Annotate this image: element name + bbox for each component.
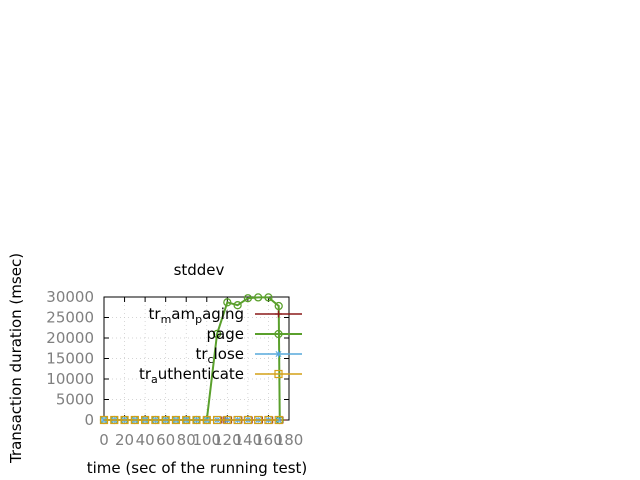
legend-entry-page: page	[207, 325, 302, 343]
legend-entry-tr-close: trclose	[195, 345, 302, 366]
x-tick-label: 20	[115, 431, 134, 449]
data-point	[141, 415, 150, 425]
data-point	[243, 415, 252, 425]
data-point	[275, 416, 283, 424]
x-tick-label: 60	[156, 431, 175, 449]
data-point	[274, 329, 283, 339]
y-tick-label: 20000	[46, 329, 94, 347]
legend-label-part: m	[161, 313, 172, 326]
data-point	[243, 294, 253, 303]
y-tick-label: 0	[84, 411, 94, 429]
legend-label-part: aging	[202, 305, 244, 323]
data-point	[212, 415, 222, 425]
data-point	[151, 415, 160, 425]
y-tick-label: 30000	[46, 288, 94, 306]
x-tick-label: 40	[136, 431, 155, 449]
legend-label: trclose	[195, 345, 244, 366]
legend-entry-tr-mam-paging: trmampaging	[149, 305, 302, 326]
legend-label-part: a	[151, 373, 158, 386]
legend-label-part: uthenticate	[158, 365, 244, 383]
data-point	[233, 301, 242, 310]
data-point	[254, 415, 263, 425]
y-tick-label: 25000	[46, 309, 94, 327]
data-point	[171, 415, 181, 425]
data-point	[275, 350, 282, 358]
legend-label: page	[207, 325, 244, 343]
data-point	[212, 329, 222, 339]
x-tick-label: 100	[192, 431, 221, 449]
x-tick-label: 0	[99, 431, 109, 449]
data-point	[274, 369, 283, 379]
x-axis-label: time (sec of the running test)	[87, 459, 308, 477]
legend-label-part: c	[208, 353, 214, 366]
data-point	[99, 415, 109, 425]
legend-label-part: am	[171, 305, 195, 323]
data-point	[223, 298, 232, 307]
data-point	[161, 415, 170, 425]
y-tick-label: 10000	[46, 370, 94, 388]
data-point	[275, 310, 282, 318]
y-tick-label: 15000	[46, 350, 94, 368]
legend-label-part: tr	[195, 345, 208, 363]
legend-label: trmampaging	[149, 305, 245, 326]
legend-label: trauthenticate	[139, 365, 244, 386]
chart-title: stddev	[174, 261, 225, 279]
data-point	[110, 415, 119, 425]
y-axis-label: Transaction duration (msec)	[7, 253, 25, 464]
data-point	[192, 415, 201, 425]
data-point	[120, 415, 129, 425]
data-point	[223, 415, 232, 425]
legend-label-part: p	[195, 313, 202, 326]
data-point	[202, 415, 211, 425]
data-point	[233, 415, 242, 425]
data-point	[130, 415, 139, 425]
x-tick-label: 180	[275, 431, 304, 449]
series-lines	[99, 293, 287, 425]
data-point	[274, 301, 283, 311]
data-point	[182, 415, 191, 425]
x-tick-label: 160	[254, 431, 283, 449]
x-tick-label: 80	[177, 431, 196, 449]
legend-label-part: page	[207, 325, 244, 343]
data-point	[254, 293, 263, 302]
data-point	[264, 293, 273, 302]
legend-label-part: lose	[214, 345, 244, 363]
legend-entry-tr-authenticate: trauthenticate	[139, 365, 302, 386]
data-point	[264, 415, 273, 425]
x-tick-label: 120	[213, 431, 242, 449]
x-tick-label: 140	[234, 431, 263, 449]
series-tr-authenticate	[99, 415, 283, 425]
legend-label-part: tr	[139, 365, 152, 383]
data-point	[274, 415, 283, 425]
y-tick-label: 5000	[56, 391, 94, 409]
legend-label-part: tr	[149, 305, 162, 323]
